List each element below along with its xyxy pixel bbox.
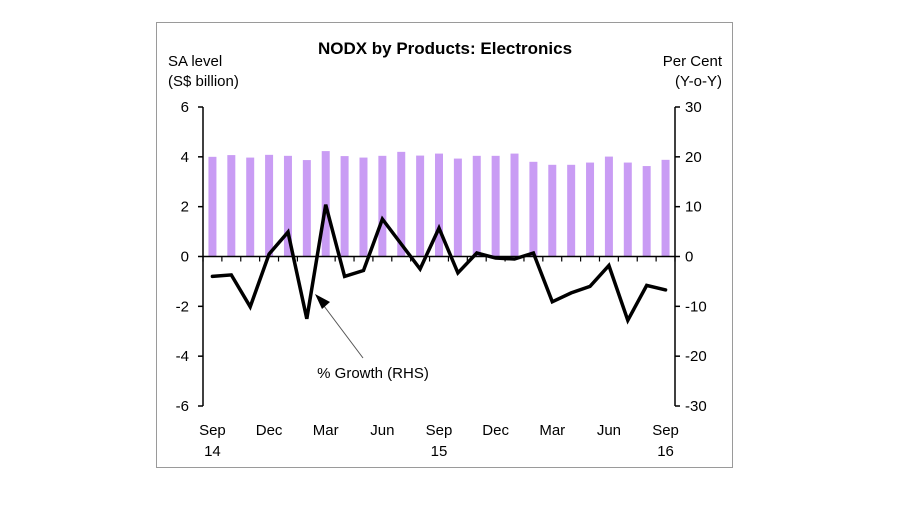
left-axis-tick-label: 6 [181,99,189,116]
bar [208,156,217,257]
bar [529,161,538,257]
bar [340,156,349,257]
right-axis-label-line1: Per Cent [663,53,723,70]
bar [491,155,500,257]
annotation-arrowhead [315,294,330,309]
bar [321,151,330,257]
x-axis-tick-label-year: 14 [204,443,221,460]
bar [548,164,557,257]
bar [359,157,368,257]
bar [623,162,632,257]
bar [397,151,406,257]
bar [435,153,443,257]
bar [642,166,651,257]
bar [661,159,670,257]
left-axis-tick-label: -6 [176,398,189,415]
right-axis-label-line2: (Y-o-Y) [675,73,722,90]
x-axis-tick-label: Jun [597,422,621,439]
right-axis-tick-label: 0 [685,249,693,266]
x-axis-tick-label: Mar [539,422,565,439]
left-axis-tick-label: 4 [181,149,189,166]
x-axis-tick-label-year: 16 [657,443,674,460]
chart-title: NODX by Products: Electronics [318,39,572,58]
bar [246,157,255,257]
line-series [210,204,668,325]
right-axis-tick-label: -30 [685,398,707,415]
bar [586,162,595,257]
right-axis-tick-label: -10 [685,298,707,315]
x-axis-tick-label-year: 15 [431,443,448,460]
right-axis-tick-label: 30 [685,99,702,116]
x-axis-tick-label: Dec [482,422,509,439]
bar [453,158,462,257]
left-axis-tick-label: -2 [176,298,189,315]
bar [416,155,425,257]
growth-line [210,204,668,325]
annotation-arrow [317,297,364,359]
x-axis-tick-label: Jun [370,422,394,439]
x-axis-tick-label: Mar [313,422,339,439]
bar [265,154,274,257]
right-axis-tick-label: 10 [685,199,702,216]
right-axis-tick-label: -20 [685,348,707,365]
left-axis-tick-label: 0 [181,249,189,266]
left-axis-tick-label: -4 [176,348,189,365]
annotation: % Growth (RHS) [315,294,429,382]
right-axis-tick-label: 20 [685,149,702,166]
x-axis-tick-label: Sep [199,422,226,439]
bar [472,155,481,257]
left-axis-label-line1: SA level [168,53,222,70]
annotation-text: % Growth (RHS) [317,365,429,382]
bar [283,155,292,257]
x-axis-tick-label: Sep [652,422,679,439]
bar [227,155,236,257]
bar-series [208,151,670,257]
bar [302,160,311,257]
bar [567,164,576,257]
left-axis-tick-label: 2 [181,199,189,216]
x-axis-tick-label: Sep [426,422,453,439]
bar [378,155,387,257]
bar [510,153,519,257]
x-axis-tick-label: Dec [256,422,283,439]
left-axis-label-line2: (S$ billion) [168,73,239,90]
bar [604,156,613,257]
